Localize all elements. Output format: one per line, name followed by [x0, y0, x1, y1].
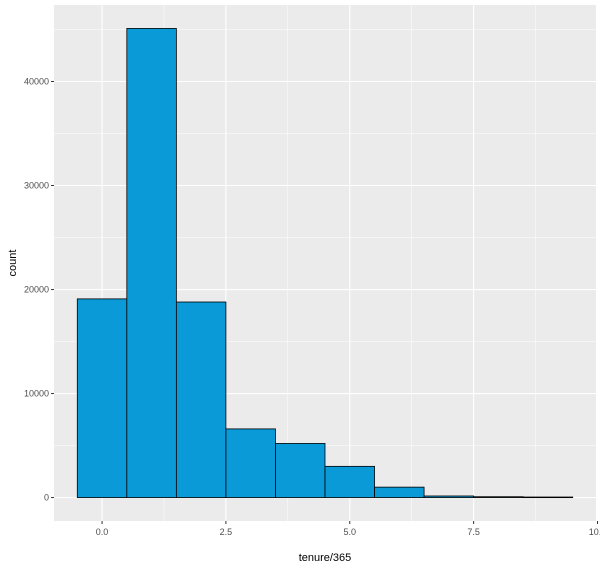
- y-tick-label: 0: [44, 493, 49, 503]
- histogram-bar: [522, 496, 574, 499]
- y-tick-label: 20000: [24, 285, 49, 295]
- histogram-bar: [76, 298, 128, 498]
- x-tick-label: 10.0: [589, 527, 600, 537]
- x-tick-label: 7.5: [467, 527, 480, 537]
- histogram-bars: [76, 28, 574, 499]
- x-tick-label: 5.0: [344, 527, 357, 537]
- y-axis-ticks: 0 10000 20000 30000 40000: [24, 77, 54, 503]
- histogram-bar: [423, 495, 475, 498]
- x-axis-title: tenure/365: [299, 552, 352, 564]
- histogram-bar: [126, 28, 177, 498]
- y-tick-label: 40000: [24, 77, 49, 87]
- histogram-bar: [175, 301, 227, 498]
- x-tick-label: 2.5: [220, 527, 233, 537]
- histogram-bar: [324, 465, 375, 498]
- x-axis-ticks: 0.0 2.5 5.0 7.5 10.0: [96, 521, 600, 537]
- y-axis-title: count: [7, 250, 19, 277]
- histogram-bar: [473, 496, 524, 498]
- histogram-bar: [275, 443, 326, 498]
- x-tick-label: 0.0: [96, 527, 109, 537]
- histogram-bar: [225, 428, 276, 498]
- y-tick-label: 10000: [24, 389, 49, 399]
- histogram-bar: [374, 486, 425, 498]
- y-tick-label: 30000: [24, 181, 49, 191]
